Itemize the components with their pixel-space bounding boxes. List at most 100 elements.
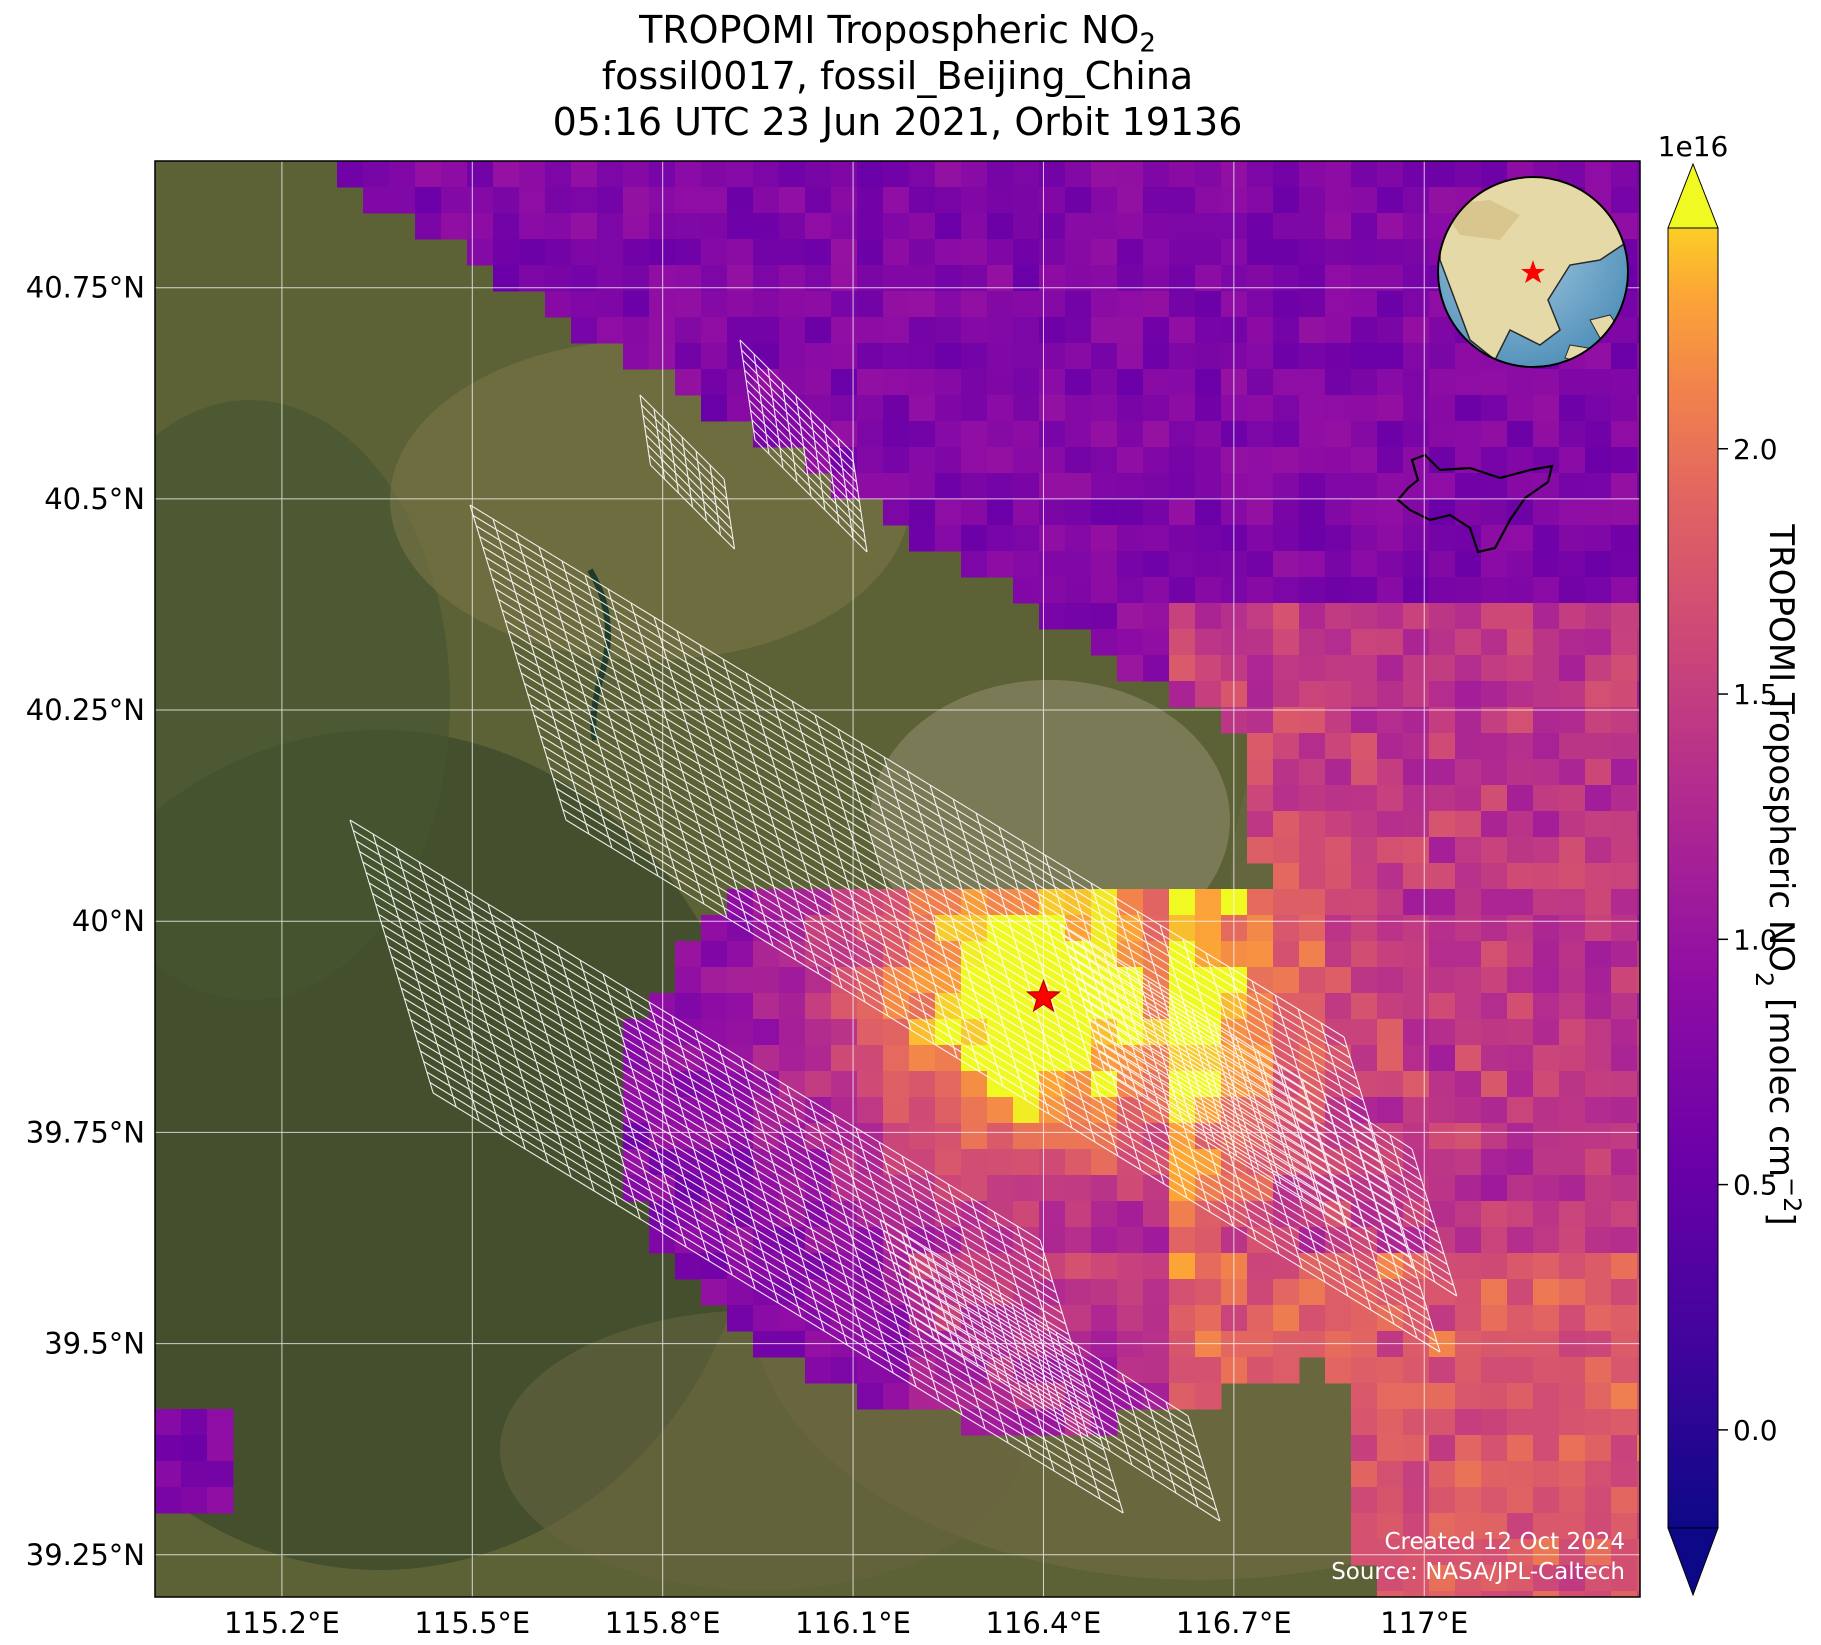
- no2-pixel: [1585, 1253, 1612, 1280]
- no2-pixel: [1507, 1461, 1534, 1488]
- no2-pixel: [1403, 967, 1430, 994]
- no2-pixel: [1299, 603, 1326, 630]
- no2-pixel: [883, 213, 910, 240]
- no2-pixel: [1403, 1591, 1430, 1597]
- no2-pixel: [1637, 759, 1640, 786]
- no2-pixel: [1507, 1591, 1534, 1597]
- no2-pixel: [1247, 395, 1274, 422]
- no2-pixel: [1637, 499, 1640, 526]
- no2-pixel: [1143, 1279, 1170, 1306]
- no2-pixel: [1091, 577, 1118, 604]
- no2-pixel: [1169, 1253, 1196, 1280]
- no2-pixel: [675, 1071, 702, 1098]
- colorbar-title-unit: [molec cm: [1761, 987, 1801, 1177]
- no2-pixel: [1403, 811, 1430, 838]
- no2-pixel: [1247, 1305, 1274, 1332]
- no2-pixel: [1377, 187, 1404, 214]
- no2-pixel: [987, 1201, 1014, 1228]
- no2-pixel: [1117, 629, 1144, 656]
- footprint-line: [975, 812, 1073, 1129]
- no2-pixel: [1559, 941, 1586, 968]
- no2-pixel: [1455, 1305, 1482, 1332]
- no2-pixel: [1247, 733, 1274, 760]
- no2-pixel: [935, 941, 962, 968]
- footprint-line: [1121, 1373, 1155, 1480]
- footprint-line: [584, 574, 682, 891]
- no2-pixel: [1481, 1149, 1508, 1176]
- no2-pixel: [909, 499, 936, 526]
- no2-pixel: [1065, 1279, 1092, 1306]
- no2-pixel: [1091, 499, 1118, 526]
- no2-pixel: [857, 187, 884, 214]
- no2-pixel: [1273, 993, 1300, 1020]
- no2-pixel: [987, 499, 1014, 526]
- no2-pixel: [883, 239, 910, 266]
- colorbar-extend-bottom: [1667, 1527, 1719, 1597]
- no2-pixel: [1351, 1539, 1378, 1566]
- no2-pixel: [753, 1331, 780, 1358]
- no2-pixel: [1533, 1045, 1560, 1072]
- no2-pixel: [1559, 1045, 1586, 1072]
- no2-pixel: [1143, 629, 1170, 656]
- no2-pixel: [1273, 967, 1300, 994]
- no2-pixel: [1429, 421, 1456, 448]
- no2-pixel: [1455, 889, 1482, 916]
- no2-pixel: [1299, 161, 1326, 188]
- no2-pixel: [1143, 499, 1170, 526]
- no2-pixel: [1117, 421, 1144, 448]
- no2-pixel: [961, 473, 988, 500]
- no2-pixel: [1325, 681, 1352, 708]
- no2-pixel: [1143, 213, 1170, 240]
- no2-pixel: [1481, 1019, 1508, 1046]
- no2-pixel: [1637, 1227, 1640, 1254]
- no2-pixel: [1247, 343, 1274, 370]
- no2-pixel: [1611, 1617, 1638, 1644]
- no2-pixel: [961, 1123, 988, 1150]
- no2-pixel: [1455, 1383, 1482, 1410]
- no2-pixel: [1533, 1123, 1560, 1150]
- no2-pixel: [1533, 1201, 1560, 1228]
- no2-pixel: [1169, 889, 1196, 916]
- no2-pixel: [857, 1383, 884, 1410]
- no2-pixel: [1325, 655, 1352, 682]
- no2-pixel: [1481, 837, 1508, 864]
- no2-pixel: [1351, 473, 1378, 500]
- no2-pixel: [987, 161, 1014, 188]
- no2-pixel: [1325, 213, 1352, 240]
- no2-pixel: [1325, 369, 1352, 396]
- no2-pixel: [753, 265, 780, 292]
- footprint-line: [837, 728, 935, 1045]
- no2-pixel: [1637, 343, 1640, 370]
- no2-pixel: [1143, 889, 1170, 916]
- no2-pixel: [1325, 1357, 1352, 1384]
- no2-pixel: [1169, 629, 1196, 656]
- no2-pixel: [1507, 1253, 1534, 1280]
- no2-pixel: [1533, 629, 1560, 656]
- no2-pixel: [1455, 1227, 1482, 1254]
- footprint-line: [947, 1183, 1032, 1458]
- no2-pixel: [1169, 1331, 1196, 1358]
- no2-pixel: [1559, 993, 1586, 1020]
- no2-pixel: [1065, 421, 1092, 448]
- no2-pixel: [1299, 187, 1326, 214]
- no2-pixel: [1351, 655, 1378, 682]
- no2-pixel: [1325, 889, 1352, 916]
- no2-pixel: [1091, 1305, 1118, 1332]
- footprint-line: [901, 1233, 935, 1340]
- no2-pixel: [1455, 1331, 1482, 1358]
- no2-pixel: [1403, 1539, 1430, 1566]
- no2-pixel: [1611, 1201, 1638, 1228]
- no2-pixel: [1507, 525, 1534, 552]
- no2-pixel: [1637, 863, 1640, 890]
- no2-pixel: [753, 239, 780, 266]
- no2-pixel: [779, 187, 806, 214]
- no2-pixel: [1559, 1175, 1586, 1202]
- no2-pixel: [1559, 395, 1586, 422]
- footprint-line: [945, 1261, 979, 1368]
- no2-pixel: [1195, 499, 1222, 526]
- no2-pixel: [753, 291, 780, 318]
- no2-pixel: [1403, 551, 1430, 578]
- no2-pixel: [1247, 499, 1274, 526]
- no2-pixel: [1403, 239, 1430, 266]
- no2-pixel: [1429, 655, 1456, 682]
